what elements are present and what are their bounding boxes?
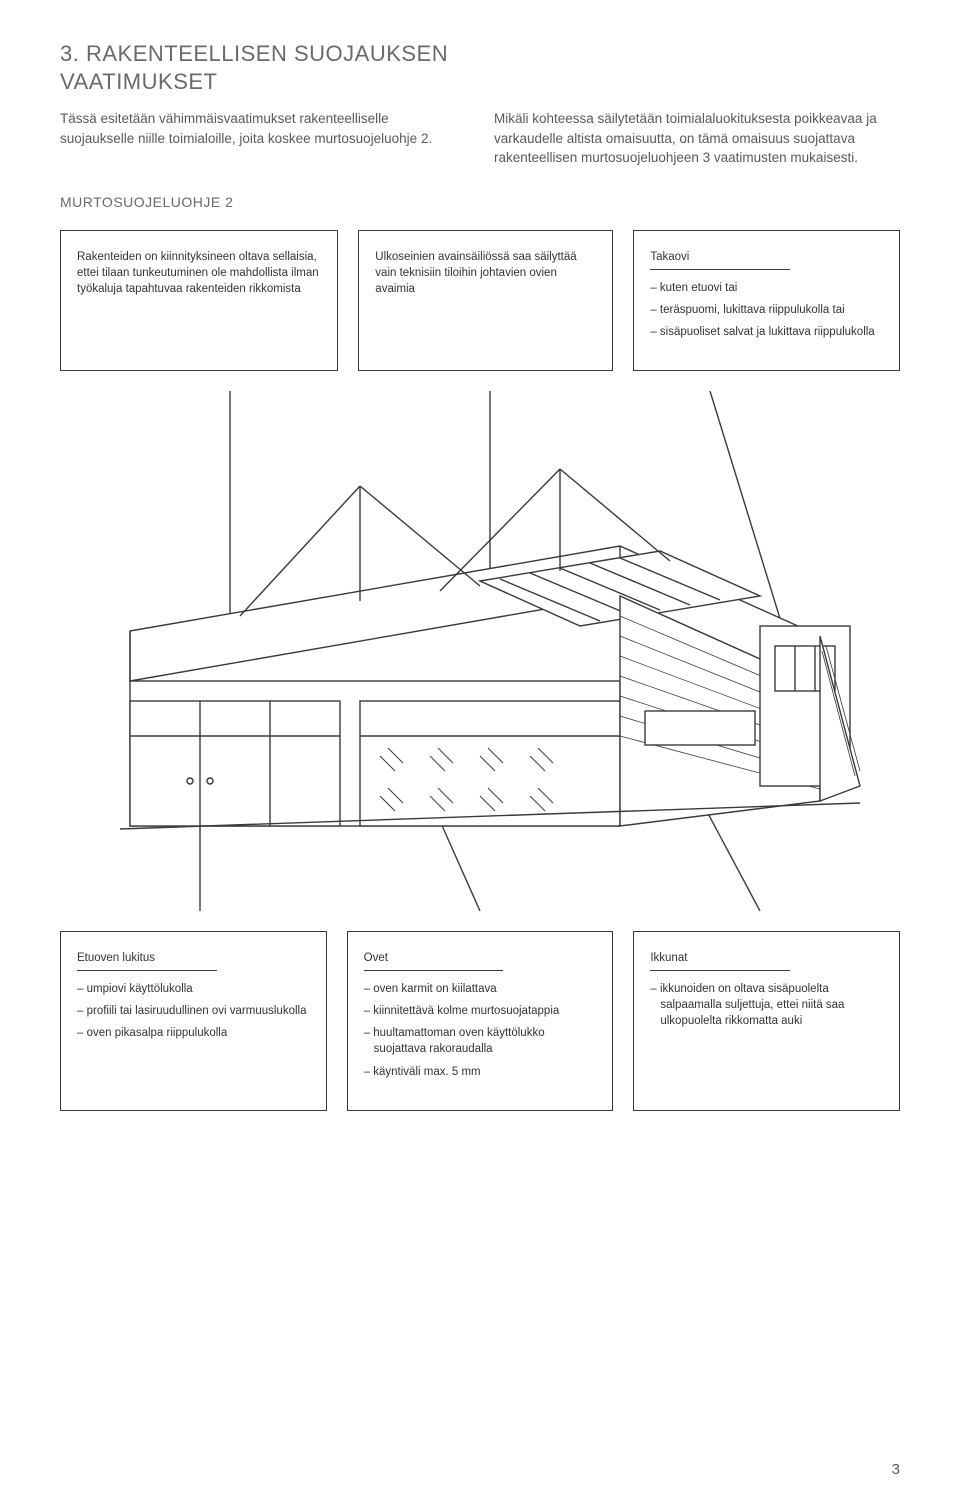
callout-keybox: Ulkoseinien avainsäiliössä saa säilyttää… [358, 230, 613, 371]
list-item: käyntiväli max. 5 mm [364, 1064, 597, 1080]
intro-col-1: Tässä esitetään vähimmäisvaatimukset rak… [60, 109, 466, 168]
bottom-callout-row: Etuoven lukitus umpiovi käyttölukolla pr… [60, 931, 900, 1111]
callout-title: Etuoven lukitus [77, 950, 217, 971]
callout-backdoor: Takaovi kuten etuovi tai teräspuomi, luk… [633, 230, 900, 371]
intro-columns: Tässä esitetään vähimmäisvaatimukset rak… [60, 109, 900, 168]
list-item: teräspuomi, lukittava riippulukolla tai [650, 302, 883, 318]
list-item: umpiovi käyttölukolla [77, 981, 310, 997]
building-svg [60, 391, 900, 911]
callout-text: Ulkoseinien avainsäiliössä saa säilyttää… [375, 249, 596, 297]
list-item: oven karmit on kiilattava [364, 981, 597, 997]
list-item: sisäpuoliset salvat ja lukittava riippul… [650, 324, 883, 340]
callout-list: umpiovi käyttölukolla profiili tai lasir… [77, 981, 310, 1041]
callout-frontdoor-lock: Etuoven lukitus umpiovi käyttölukolla pr… [60, 931, 327, 1111]
heading-line2: VAATIMUKSET [60, 69, 217, 94]
callout-windows: Ikkunat ikkunoiden on oltava sisäpuolelt… [633, 931, 900, 1111]
callout-list: ikkunoiden on oltava sisäpuolelta salpaa… [650, 981, 883, 1029]
callout-list: oven karmit on kiilattava kiinnitettävä … [364, 981, 597, 1079]
top-callout-row: Rakenteiden on kiinnityksineen oltava se… [60, 230, 900, 371]
page-number: 3 [892, 1461, 900, 1478]
list-item: huultamattoman oven käyttölukko suojatta… [364, 1025, 597, 1057]
list-item: kiinnitettävä kolme murtosuojatappia [364, 1003, 597, 1019]
heading-line1: 3. RAKENTEELLISEN SUOJAUKSEN [60, 41, 448, 66]
diagram-section-label: MURTOSUOJELUOHJE 2 [60, 194, 900, 210]
callout-title: Ovet [364, 950, 504, 971]
callout-title: Takaovi [650, 249, 790, 270]
list-item: profiili tai lasiruudullinen ovi varmuus… [77, 1003, 310, 1019]
building-diagram [60, 391, 900, 911]
section-heading: 3. RAKENTEELLISEN SUOJAUKSEN VAATIMUKSET [60, 40, 900, 95]
list-item: ikkunoiden on oltava sisäpuolelta salpaa… [650, 981, 883, 1029]
callout-text: Rakenteiden on kiinnityksineen oltava se… [77, 249, 321, 297]
callout-structures: Rakenteiden on kiinnityksineen oltava se… [60, 230, 338, 371]
list-item: kuten etuovi tai [650, 280, 883, 296]
callout-title: Ikkunat [650, 950, 790, 971]
list-item: oven pikasalpa riippulukolla [77, 1025, 310, 1041]
intro-col-2: Mikäli kohteessa säilytetään toimialaluo… [494, 109, 900, 168]
callout-doors: Ovet oven karmit on kiilattava kiinnitet… [347, 931, 614, 1111]
callout-list: kuten etuovi tai teräspuomi, lukittava r… [650, 280, 883, 340]
